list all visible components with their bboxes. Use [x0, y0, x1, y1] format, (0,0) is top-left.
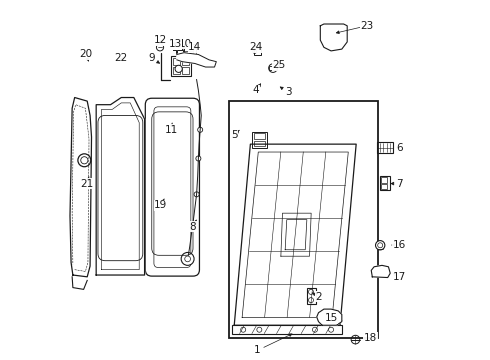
Text: 18: 18 [364, 333, 377, 343]
Circle shape [375, 240, 385, 250]
Circle shape [175, 65, 182, 72]
Polygon shape [96, 98, 145, 275]
Bar [229, 101, 378, 338]
Polygon shape [177, 53, 216, 67]
Bar [307, 288, 316, 304]
Text: 22: 22 [115, 53, 128, 63]
Bar [269, 66, 277, 70]
Circle shape [196, 156, 201, 161]
Circle shape [197, 127, 203, 132]
Text: 17: 17 [392, 272, 406, 282]
Text: 24: 24 [249, 42, 262, 52]
Text: 11: 11 [165, 125, 178, 135]
Bar [173, 67, 180, 74]
Bar [381, 177, 387, 183]
Bar [177, 50, 183, 54]
Bar [172, 56, 191, 76]
Bar [232, 325, 342, 334]
Bar [381, 184, 387, 189]
Circle shape [194, 192, 199, 197]
Bar [377, 142, 393, 153]
Text: 14: 14 [188, 42, 201, 52]
Text: 25: 25 [272, 60, 286, 70]
Bar [182, 67, 190, 74]
Polygon shape [320, 24, 347, 51]
Bar [254, 46, 261, 55]
Text: 16: 16 [392, 239, 406, 249]
Text: 4: 4 [252, 85, 259, 95]
Text: 12: 12 [154, 35, 168, 45]
Bar [173, 58, 180, 65]
FancyBboxPatch shape [146, 98, 199, 276]
Bar [254, 134, 265, 139]
Circle shape [181, 252, 194, 265]
Polygon shape [317, 309, 342, 325]
Text: 6: 6 [396, 143, 402, 153]
Text: 21: 21 [80, 179, 94, 189]
Polygon shape [371, 265, 390, 278]
Text: 3: 3 [285, 87, 292, 97]
Text: 2: 2 [315, 292, 322, 302]
Text: 15: 15 [324, 313, 338, 323]
Text: 5: 5 [231, 130, 238, 140]
Text: 13: 13 [169, 39, 182, 49]
Circle shape [78, 154, 91, 167]
Bar [254, 140, 265, 146]
Text: 9: 9 [148, 53, 155, 63]
Bar [182, 58, 190, 65]
Text: 8: 8 [190, 222, 196, 231]
Text: 1: 1 [254, 345, 261, 355]
Bar [252, 132, 267, 148]
Bar [380, 176, 390, 190]
Text: 10: 10 [179, 39, 193, 49]
Text: 7: 7 [396, 179, 402, 189]
Text: 19: 19 [154, 200, 168, 210]
Text: 23: 23 [360, 21, 373, 31]
Bar [184, 44, 196, 55]
Bar [185, 51, 193, 56]
Text: 20: 20 [79, 49, 92, 59]
